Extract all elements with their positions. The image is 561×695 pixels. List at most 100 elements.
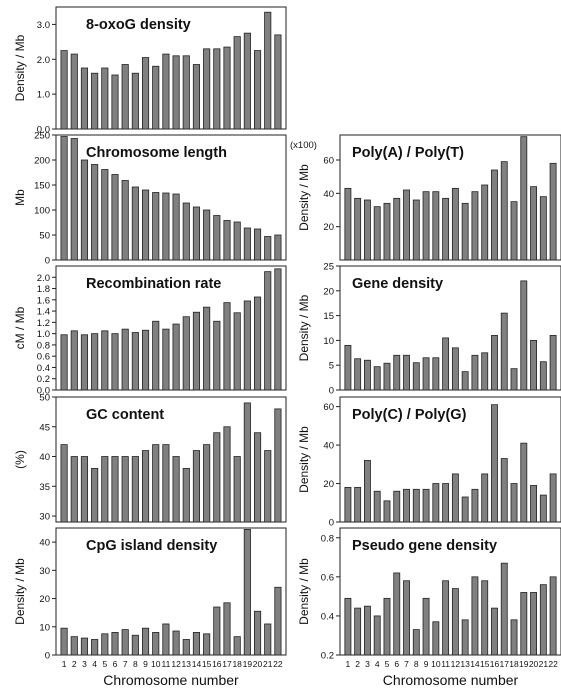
bar — [121, 180, 129, 261]
bar — [442, 580, 450, 656]
bar — [152, 192, 160, 261]
bar — [481, 184, 489, 261]
y-tick-label: 5 — [329, 361, 334, 372]
bar — [60, 444, 68, 523]
bar — [422, 488, 430, 523]
x-axis-label: Chromosome number — [383, 672, 519, 688]
bar — [539, 494, 547, 523]
bar — [121, 64, 129, 130]
y-tick-label: 0.2 — [321, 651, 334, 662]
bar — [223, 426, 231, 523]
y-tick-label: 0 — [45, 256, 50, 267]
x-tick-label: 11 — [441, 659, 450, 669]
bar — [141, 189, 150, 261]
y-axis-label: Mb — [13, 189, 27, 206]
x-tick-label: 17 — [500, 659, 510, 669]
y-tick-label: 1.4 — [37, 307, 50, 318]
bar — [481, 580, 489, 656]
bar — [182, 639, 190, 656]
bar — [364, 199, 371, 261]
bar — [403, 354, 410, 391]
bar — [70, 53, 78, 130]
x-tick-label: 13 — [182, 659, 192, 669]
bar — [213, 215, 221, 261]
bar — [80, 637, 89, 656]
bar — [60, 136, 68, 261]
bar — [91, 468, 99, 523]
bar — [354, 486, 362, 523]
bar — [451, 347, 459, 391]
bar — [264, 11, 272, 130]
bar — [162, 328, 170, 391]
bar — [233, 636, 241, 656]
bar — [451, 187, 459, 261]
bar — [91, 333, 99, 391]
panel-polycg: 0 20 40 60 Poly(C) / Poly(G) Density / Mb — [297, 396, 561, 529]
bar — [141, 627, 150, 656]
y-tick-label: 0 — [45, 651, 50, 662]
y-tick-label: 20 — [323, 479, 334, 490]
bar — [274, 234, 282, 261]
bar — [364, 605, 371, 656]
panel-gc: 30 35 40 45 50 GC content (%) — [13, 393, 287, 523]
y-axis-label: cM / Mb — [13, 306, 27, 349]
x-tick-label: 22 — [548, 659, 558, 669]
x-tick-label: 8 — [133, 659, 138, 669]
panel-cpg: 0 10 20 30 40 CpG island density Density / Mb — [13, 527, 287, 662]
y-tick-label: 50 — [39, 393, 50, 404]
bar — [182, 55, 190, 130]
y-tick-label: 0.2 — [37, 374, 50, 385]
bar — [344, 597, 352, 656]
y-axis-label: Density / Mb — [13, 34, 27, 101]
y-tick-label: 100 — [34, 206, 50, 217]
panel-title: Chromosome length — [86, 145, 227, 161]
panel-oxog: 0.0 1.0 2.0 3.0 8-oxoG density Density / Mb — [13, 6, 287, 136]
y-tick-label: 2.0 — [37, 273, 50, 284]
y-tick-label: 35 — [39, 482, 50, 493]
panel-title: GC content — [86, 407, 164, 423]
bar — [253, 228, 262, 261]
x-tick-label: 4 — [92, 659, 97, 669]
bar — [80, 334, 89, 391]
bar — [344, 486, 352, 523]
x-tick-label: 19 — [519, 659, 529, 669]
x-tick-label: 10 — [431, 659, 441, 669]
bar — [481, 473, 489, 523]
bar — [422, 597, 430, 656]
y-tick-label: 40 — [323, 441, 334, 452]
bar — [471, 576, 479, 656]
bar — [80, 456, 89, 523]
x-tick-label: 12 — [451, 659, 461, 669]
y-tick-label: 0.4 — [37, 363, 50, 374]
bar — [233, 312, 241, 391]
panel-length: 0 50 100 150 200 250 Chromosome length Mb — [13, 131, 287, 267]
x-tick-label: 5 — [385, 659, 390, 669]
bar — [172, 193, 180, 261]
y-tick-label: 20 — [323, 286, 334, 297]
x-tick-label: 2 — [72, 659, 77, 669]
bar — [172, 55, 180, 130]
bar — [243, 32, 251, 130]
bar — [213, 432, 221, 523]
y-tick-label: 0.4 — [321, 611, 334, 622]
bar — [172, 456, 180, 523]
bar — [393, 354, 401, 391]
x-tick-label: 11 — [161, 659, 170, 669]
y-axis-label: Density / Mb — [297, 558, 311, 625]
bar — [264, 236, 272, 261]
bar — [121, 629, 129, 656]
bar — [432, 483, 440, 523]
bar — [111, 74, 119, 130]
panel-title: 8-oxoG density — [86, 17, 191, 33]
x-tick-label: 16 — [212, 659, 222, 669]
x-tick-label: 17 — [222, 659, 232, 669]
y-tick-label: 45 — [39, 422, 50, 433]
panel-polyat: 20 40 60 Poly(A) / Poly(T) Density / Mb (x100… — [290, 134, 561, 261]
x-tick-label: 16 — [490, 659, 500, 669]
x-tick-label: 14 — [470, 659, 480, 669]
bar — [203, 633, 211, 656]
x-tick-label: 7 — [404, 659, 409, 669]
y-tick-label: 60 — [323, 156, 334, 167]
panel-title: CpG island density — [86, 538, 217, 554]
bar — [461, 202, 469, 261]
